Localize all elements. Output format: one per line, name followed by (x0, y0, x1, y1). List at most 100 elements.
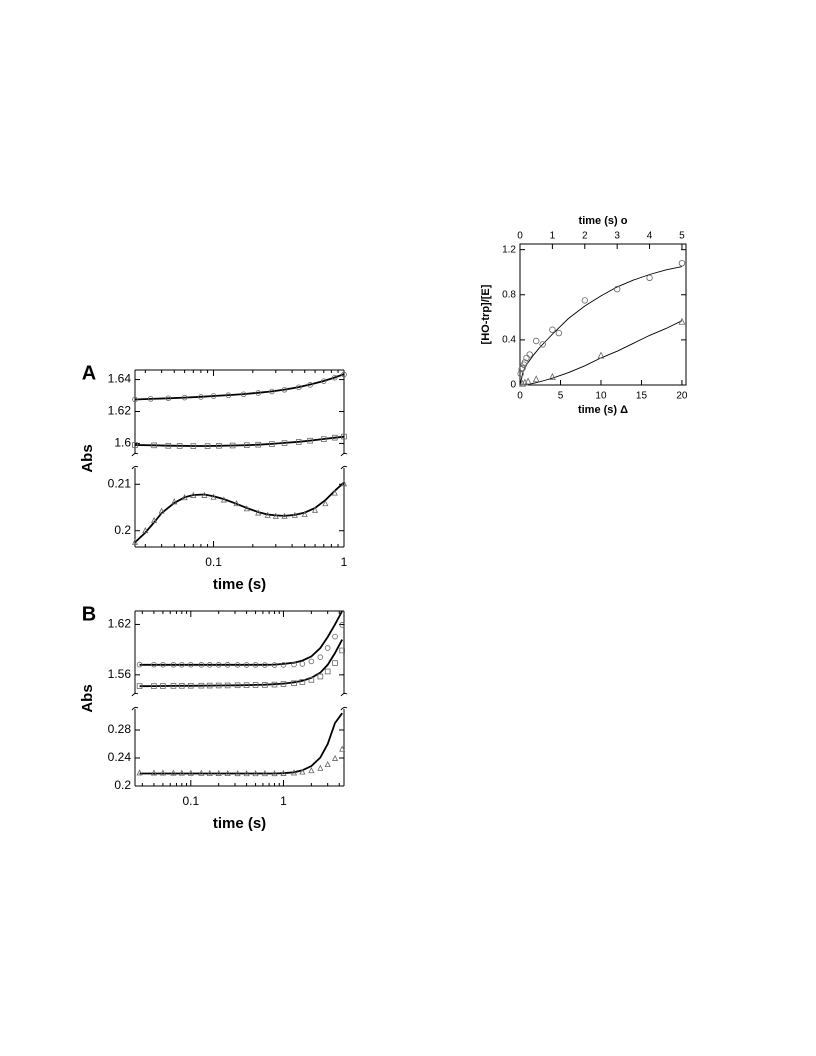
fit-curve (139, 610, 343, 666)
square-data-point (136, 683, 143, 689)
circle-data-point (539, 341, 546, 348)
top-x-tick-label: 1 (550, 231, 556, 242)
triangle-data-point (243, 505, 250, 512)
y-axis-label: [HO-trp]/[E] (480, 284, 492, 344)
triangle-data-point (255, 509, 262, 516)
circle-data-point (269, 388, 275, 395)
square-data-point (331, 434, 338, 441)
square-data-point (190, 443, 197, 449)
circle-data-point (136, 661, 143, 668)
y-tick-label: 0.21 (108, 476, 132, 490)
triangle-data-point (159, 769, 166, 776)
square-data-point (255, 441, 262, 448)
circle-data-point (307, 382, 313, 388)
axis-break-mark (131, 692, 139, 697)
axis-break-mark (131, 706, 139, 711)
square-data-point (204, 443, 211, 449)
x-tick-label: 10 (595, 391, 607, 402)
x-tick-label: 1 (280, 794, 287, 808)
circle-data-point (224, 662, 231, 668)
square-data-point (324, 668, 331, 675)
top-x-tick-label: 5 (679, 231, 685, 242)
triangle-data-point (331, 489, 338, 496)
circle-data-point (165, 395, 172, 402)
triangle-data-point (158, 507, 165, 514)
circle-data-point (147, 396, 154, 402)
square-data-point (320, 436, 327, 442)
circle-data-point (187, 661, 194, 668)
square-data-point (308, 677, 315, 683)
fit-curve (134, 373, 345, 401)
x-axis-label: time (s) (213, 815, 266, 832)
square-data-point (317, 673, 324, 680)
triangle-data-point (234, 769, 241, 777)
square-data-point (198, 682, 205, 689)
square-data-point (151, 683, 157, 689)
plot-frame (519, 243, 687, 386)
triangle-data-point (171, 498, 178, 505)
square-data-point (206, 682, 213, 689)
triangle-data-point (198, 769, 205, 776)
panel-b-chart: 1.56 1.62 0.2 0.24 0.28 0.1 1 time (s) Abs B (79, 603, 348, 832)
triangle-data-point (233, 500, 240, 507)
square-data-point (299, 679, 306, 685)
triangle-data-point (178, 769, 185, 776)
triangle-data-point (136, 769, 143, 776)
square-data-point (224, 682, 231, 689)
circle-data-point (331, 374, 338, 381)
square-data-point (165, 443, 172, 449)
triangle-data-point (322, 500, 329, 507)
circle-data-point (519, 364, 526, 372)
y-tick-label: 1.2 (502, 244, 516, 255)
triangle-data-point (280, 769, 287, 776)
top-x-axis-label: time (s) o (579, 215, 628, 227)
panel-letter: B (82, 603, 96, 625)
x-tick-label: 20 (676, 391, 688, 402)
square-data-point (291, 680, 297, 687)
x-axis-label: time (s) (213, 576, 266, 593)
square-data-point (187, 682, 194, 689)
panel-a-chart: 1.6 1.62 1.64 0.2 0.21 0.1 1 time (s) Abs A (79, 362, 348, 593)
triangle-data-point (312, 506, 319, 513)
circle-data-point (526, 351, 533, 358)
circle-data-point (225, 392, 232, 399)
triangle-data-point (308, 767, 315, 774)
circle-data-point (151, 661, 157, 668)
circle-data-point (299, 661, 306, 667)
triangle-data-point (317, 764, 324, 771)
circle-data-point (280, 662, 287, 668)
square-data-point (215, 682, 222, 689)
circle-data-point (215, 662, 222, 668)
circle-data-point (341, 371, 347, 378)
circle-data-point (521, 359, 529, 366)
triangle-data-point (518, 379, 526, 387)
circle-data-point (206, 662, 213, 668)
circle-data-point (255, 390, 262, 396)
triangle-data-point (150, 769, 157, 776)
circle-data-point (317, 654, 324, 660)
square-data-point (244, 442, 250, 448)
axis-break-mark (340, 692, 348, 697)
circle-data-point (291, 661, 297, 668)
y-tick-label: 1.62 (108, 404, 132, 418)
triangle-data-point (324, 760, 331, 768)
square-data-point (243, 682, 250, 688)
triangle-data-point (210, 493, 217, 500)
triangle-data-point (215, 769, 222, 776)
fit-curve (139, 639, 343, 688)
x-tick-label: 15 (636, 391, 648, 402)
triangle-data-point (264, 511, 271, 518)
circle-data-point (240, 391, 247, 398)
triangle-data-point (206, 769, 213, 776)
circle-data-point (271, 662, 278, 668)
x-tick-label: 5 (558, 391, 564, 402)
circle-data-point (243, 662, 250, 668)
circle-data-point (646, 274, 653, 282)
y-axis-label: Abs (79, 684, 96, 712)
triangle-data-point (281, 512, 288, 519)
circle-data-point (517, 370, 524, 377)
y-tick-label: 1.64 (108, 372, 132, 386)
y-tick-label: 1.62 (108, 617, 132, 631)
top-x-tick-label: 3 (614, 231, 620, 242)
